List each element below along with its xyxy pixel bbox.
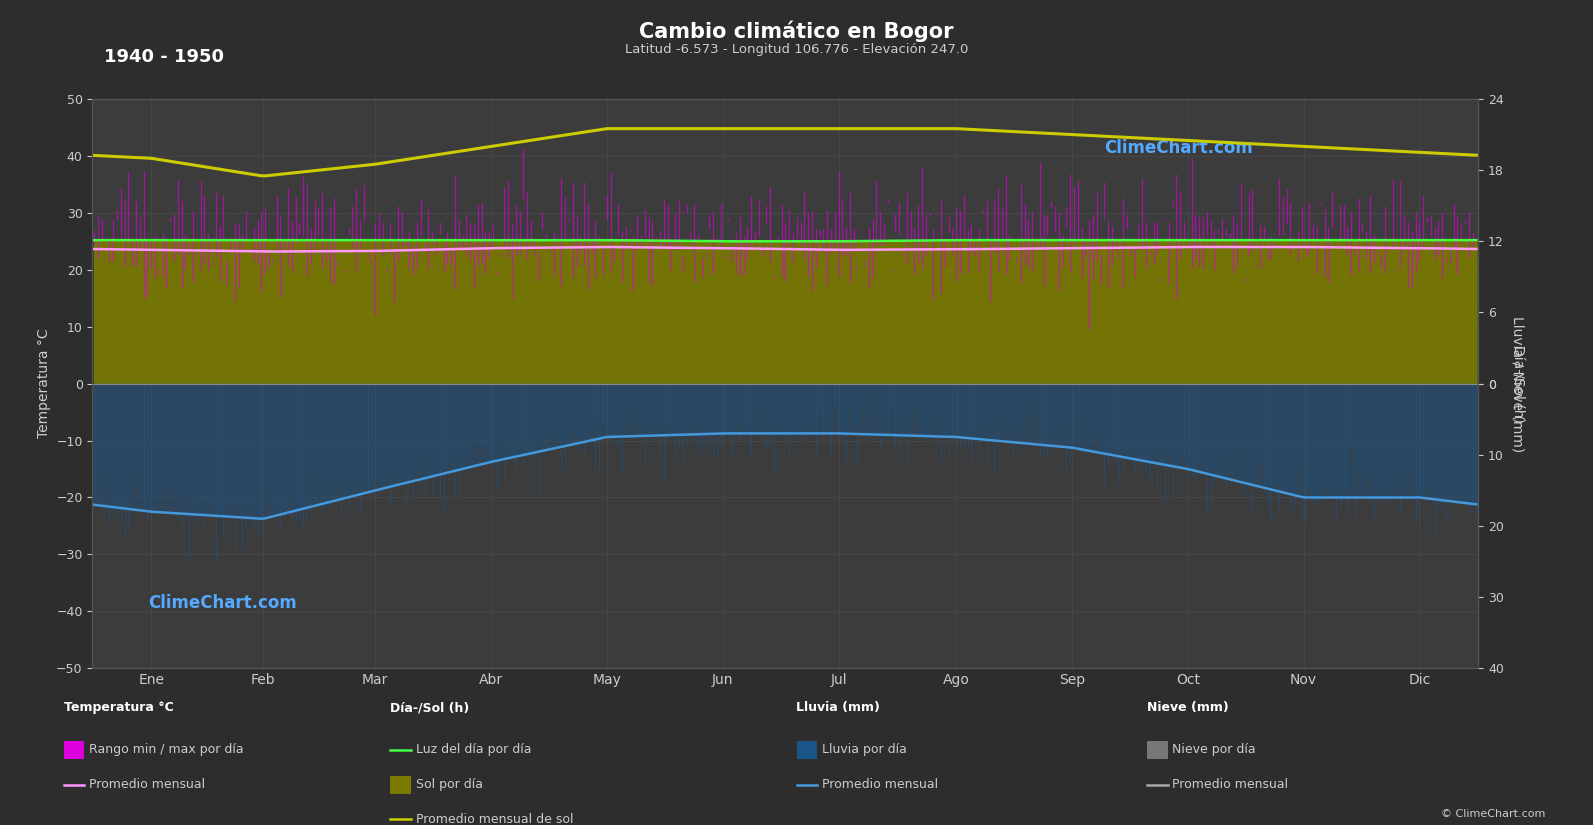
Text: ClimeChart.com: ClimeChart.com <box>1104 139 1252 157</box>
Text: Nieve por día: Nieve por día <box>1172 743 1255 757</box>
Text: Latitud -6.573 - Longitud 106.776 - Elevación 247.0: Latitud -6.573 - Longitud 106.776 - Elev… <box>624 43 969 56</box>
Y-axis label: Lluvia / Nieve (mm): Lluvia / Nieve (mm) <box>1510 315 1525 452</box>
Text: 1940 - 1950: 1940 - 1950 <box>104 48 223 66</box>
Text: Cambio climático en Bogor: Cambio climático en Bogor <box>639 21 954 42</box>
Y-axis label: Temperatura °C: Temperatura °C <box>37 329 51 438</box>
Text: Lluvia por día: Lluvia por día <box>822 743 906 757</box>
Text: Sol por día: Sol por día <box>416 778 483 791</box>
Y-axis label: Día-/Sol (h): Día-/Sol (h) <box>1510 345 1525 422</box>
Text: Luz del día por día: Luz del día por día <box>416 743 532 757</box>
Text: Lluvia (mm): Lluvia (mm) <box>796 701 881 714</box>
Text: Promedio mensual de sol: Promedio mensual de sol <box>416 813 573 825</box>
Text: Día-/Sol (h): Día-/Sol (h) <box>390 701 470 714</box>
Text: Rango min / max por día: Rango min / max por día <box>89 743 244 757</box>
Text: © ClimeChart.com: © ClimeChart.com <box>1440 808 1545 818</box>
Text: Promedio mensual: Promedio mensual <box>822 778 938 791</box>
Text: Promedio mensual: Promedio mensual <box>1172 778 1289 791</box>
Text: Promedio mensual: Promedio mensual <box>89 778 205 791</box>
Text: Temperatura °C: Temperatura °C <box>64 701 174 714</box>
Text: ClimeChart.com: ClimeChart.com <box>148 594 296 612</box>
Text: Nieve (mm): Nieve (mm) <box>1147 701 1228 714</box>
